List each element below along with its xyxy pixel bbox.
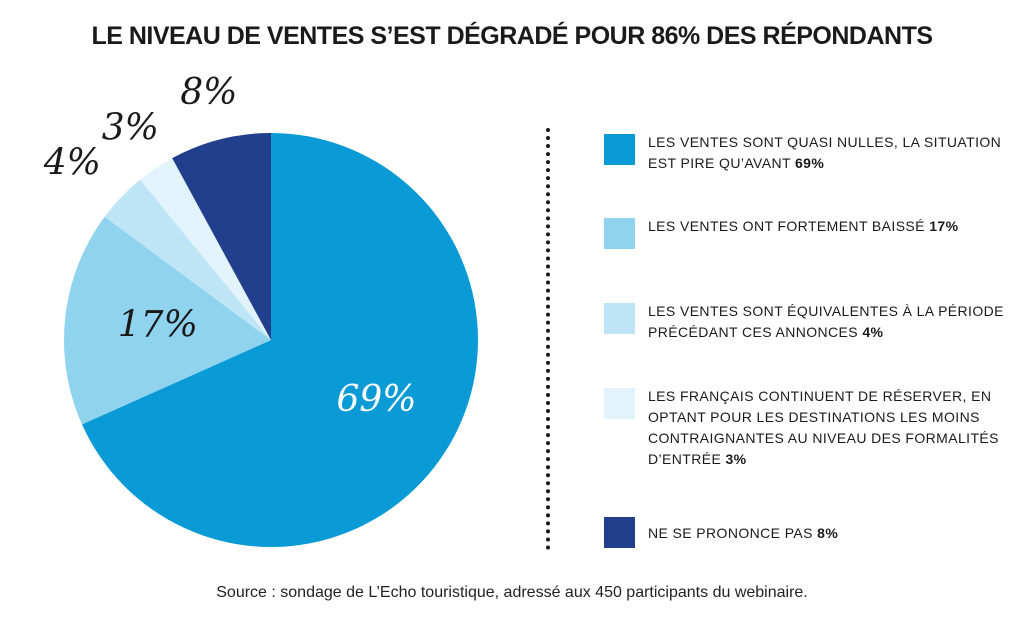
legend-value: 3% bbox=[725, 451, 747, 467]
slice-label-equivalentes: 4% bbox=[43, 143, 101, 184]
legend-label-text: LES VENTES SONT ÉQUIVALENTES À LA PÉRIOD… bbox=[648, 303, 1004, 340]
pie-slice-fortement-baisse bbox=[63, 216, 272, 425]
legend-label: LES VENTES SONT QUASI NULLES, LA SITUATI… bbox=[648, 132, 1018, 174]
legend-label: LES FRANÇAIS CONTINUENT DE RÉSERVER, EN … bbox=[648, 386, 1018, 470]
slice-label-continuent-reserver: 3% bbox=[102, 107, 159, 148]
chart-title: LE NIVEAU DE VENTES S’EST DÉGRADÉ POUR 8… bbox=[91, 22, 933, 50]
legend-value: 8% bbox=[817, 525, 839, 541]
legend-swatch bbox=[604, 218, 635, 249]
pie-slice-quasi-nulles bbox=[81, 133, 478, 547]
legend-value: 17% bbox=[929, 218, 959, 234]
pie-slice-ne-se-prononce bbox=[172, 133, 271, 340]
legend-swatch bbox=[604, 303, 635, 334]
legend-label-text: LES VENTES SONT QUASI NULLES, LA SITUATI… bbox=[648, 134, 1002, 171]
legend-swatch bbox=[604, 388, 635, 419]
legend-label: LES VENTES ONT FORTEMENT BAISSÉ 17% bbox=[648, 216, 1018, 237]
pie-slice-continuent-reserver bbox=[140, 158, 271, 340]
legend-label: LES VENTES SONT ÉQUIVALENTES À LA PÉRIOD… bbox=[648, 301, 1018, 343]
dotted-divider bbox=[546, 128, 550, 550]
legend-swatch bbox=[604, 517, 635, 548]
legend-label: NE SE PRONONCE PAS 8% bbox=[648, 523, 1018, 544]
source-note: Source : sondage de L’Echo touristique, … bbox=[216, 584, 808, 601]
slice-label-quasi-nulles: 69% bbox=[336, 379, 416, 420]
pie-slice-equivalentes bbox=[104, 179, 272, 340]
pie-chart: 69% 17% 4%3% 8% bbox=[43, 72, 478, 547]
legend-label-text: NE SE PRONONCE PAS bbox=[648, 525, 818, 541]
legend-label-text: LES VENTES ONT FORTEMENT BAISSÉ bbox=[648, 218, 930, 234]
slice-label-ne-se-prononce: 8% bbox=[180, 72, 237, 113]
slice-label-fortement-baisse: 17% bbox=[118, 305, 198, 346]
legend-value: 69% bbox=[794, 155, 825, 171]
legend-swatch bbox=[604, 134, 635, 165]
legend-label-text: LES FRANÇAIS CONTINUENT DE RÉSERVER, EN … bbox=[648, 388, 999, 467]
legend-value: 4% bbox=[862, 324, 884, 340]
